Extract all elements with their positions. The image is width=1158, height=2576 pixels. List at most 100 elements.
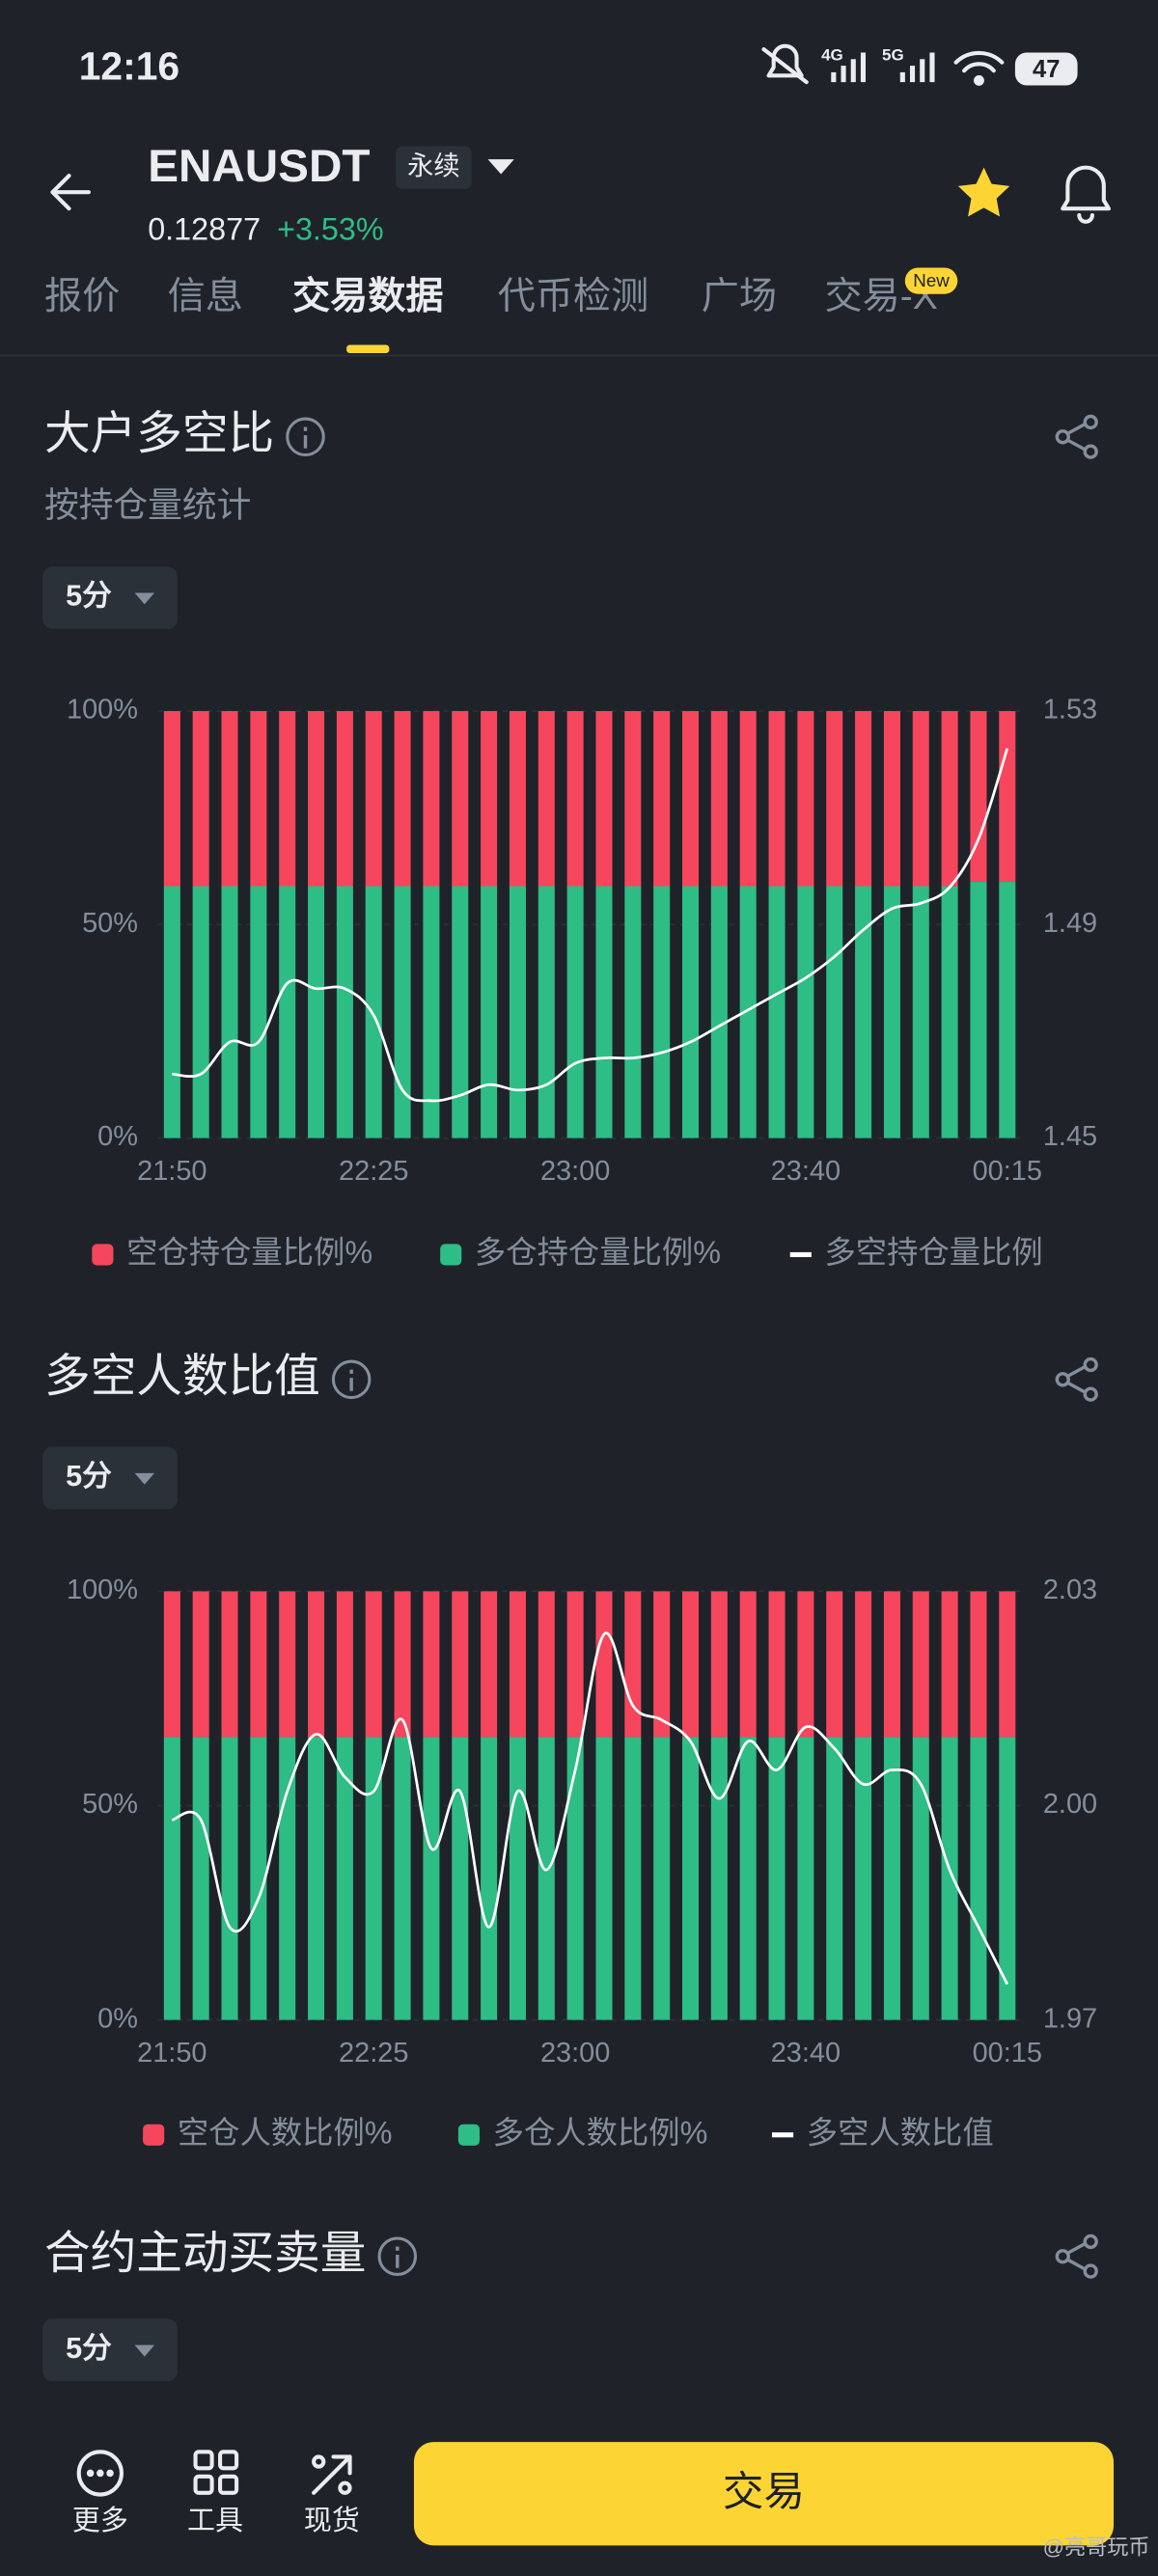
bar-segment — [710, 1737, 728, 2020]
bar-segment — [192, 1737, 209, 2020]
info-icon[interactable] — [377, 2236, 418, 2277]
bar-segment — [883, 711, 900, 887]
bar-segment — [481, 1737, 498, 2020]
x-tick-label: 00:15 — [973, 2038, 1042, 2069]
x-tick-label: 23:40 — [771, 1156, 841, 1187]
bar-segment — [279, 886, 296, 1138]
bar-segment — [595, 1591, 613, 1738]
bar-segment — [739, 886, 757, 1138]
bar-segment — [797, 1591, 814, 1738]
bar-segment — [999, 1591, 1016, 1738]
bar-segment — [221, 1591, 238, 1738]
share-node — [1083, 2233, 1098, 2250]
share-button[interactable] — [1055, 2233, 1098, 2279]
bar-segment — [970, 882, 987, 1138]
x-tick-label: 23:40 — [771, 2038, 841, 2069]
share-node — [1055, 1372, 1070, 1387]
bar-segment — [308, 886, 325, 1138]
bar-segment — [394, 711, 411, 887]
bar-segment — [394, 1591, 411, 1738]
bar-segment — [566, 711, 584, 887]
bar-segment — [423, 1737, 440, 2020]
y-tick-label: 100% — [67, 1575, 138, 1605]
tab[interactable]: 广场 — [702, 276, 777, 317]
nav-label[interactable]: 工具 — [187, 2506, 243, 2536]
y-tick-label: 50% — [82, 1789, 138, 1820]
bar-segment — [999, 711, 1016, 883]
wifi-icon — [953, 51, 1005, 86]
section-title: 大户多空比 — [44, 408, 274, 459]
price: 0.12877 — [148, 212, 261, 247]
x-tick-label: 22:25 — [339, 1156, 408, 1187]
symbol-dropdown[interactable] — [487, 159, 514, 175]
info-icon-dot — [349, 1378, 353, 1391]
interval-selector[interactable] — [42, 2318, 178, 2382]
x-tick-label: 23:00 — [540, 1156, 610, 1187]
info-icon[interactable] — [286, 417, 325, 457]
bar-segment — [855, 1591, 872, 1738]
legend-swatch — [440, 1244, 462, 1266]
bar-segment — [826, 1737, 843, 2020]
bar-segment — [452, 711, 469, 887]
nav-label[interactable]: 现货 — [304, 2506, 360, 2536]
tab[interactable]: 信息 — [168, 276, 243, 317]
tab[interactable]: 报价 — [44, 276, 120, 317]
tab[interactable]: 代币检测 — [498, 276, 649, 317]
share-button[interactable] — [1055, 414, 1098, 459]
bar-segment — [797, 1737, 814, 2020]
alert-button[interactable] — [1061, 165, 1111, 224]
y2-tick-label: 1.45 — [1043, 1121, 1097, 1152]
bar-segment — [250, 1737, 267, 2020]
share-node — [1055, 429, 1070, 445]
favorite-button[interactable] — [957, 167, 1010, 217]
bar-segment — [710, 1591, 728, 1738]
trade-button[interactable] — [413, 2442, 1115, 2546]
share-link — [1066, 422, 1087, 452]
bar-segment — [452, 1737, 469, 2020]
bar-segment — [336, 711, 353, 887]
tab[interactable]: 交易数据 — [292, 276, 444, 317]
price-change: +3.53% — [277, 212, 384, 247]
info-icon-dot — [396, 2246, 400, 2251]
info-icon[interactable] — [331, 1359, 372, 1400]
network-label: 4G — [821, 45, 843, 64]
bar-segment — [509, 886, 526, 1138]
bar-segment — [538, 711, 555, 887]
interval-selector[interactable] — [42, 1446, 178, 1510]
spot-icon[interactable] — [312, 2454, 352, 2495]
share-button[interactable] — [1055, 1357, 1098, 1402]
bar-segment — [452, 1591, 469, 1738]
signal-icon — [831, 52, 867, 83]
symbol: ENAUSDT — [148, 141, 370, 192]
interval-label: 5分 — [66, 1460, 112, 1493]
bar-segment — [883, 886, 900, 1138]
interval-caret — [134, 1472, 154, 1485]
bar-segment — [394, 1737, 411, 2020]
bar-segment — [423, 1591, 440, 1738]
bar-segment — [653, 1591, 671, 1738]
more-icon[interactable] — [76, 2450, 124, 2497]
bar-segment — [163, 886, 180, 1138]
bar-segment — [221, 711, 238, 887]
bar-segment — [365, 1591, 382, 1738]
network-label: 5G — [882, 45, 904, 64]
bar-segment — [308, 1591, 325, 1738]
y2-tick-label: 1.49 — [1043, 908, 1097, 939]
interval-selector[interactable] — [42, 566, 178, 629]
bar-segment — [423, 886, 440, 1138]
back-button[interactable] — [50, 174, 91, 211]
bar-segment — [826, 711, 843, 887]
bar-segment — [653, 711, 671, 887]
bar-segment — [163, 711, 180, 887]
nav-label[interactable]: 更多 — [72, 2506, 128, 2536]
bar-segment — [739, 1737, 757, 2020]
line — [171, 1631, 1009, 1986]
bar-segment — [710, 886, 728, 1138]
trade-button-label[interactable]: 交易 — [723, 2469, 805, 2515]
bar-segment — [912, 886, 929, 1138]
bar-segment — [855, 1737, 872, 2020]
tools-icon[interactable] — [193, 2450, 239, 2495]
bar-segment — [826, 1591, 843, 1738]
